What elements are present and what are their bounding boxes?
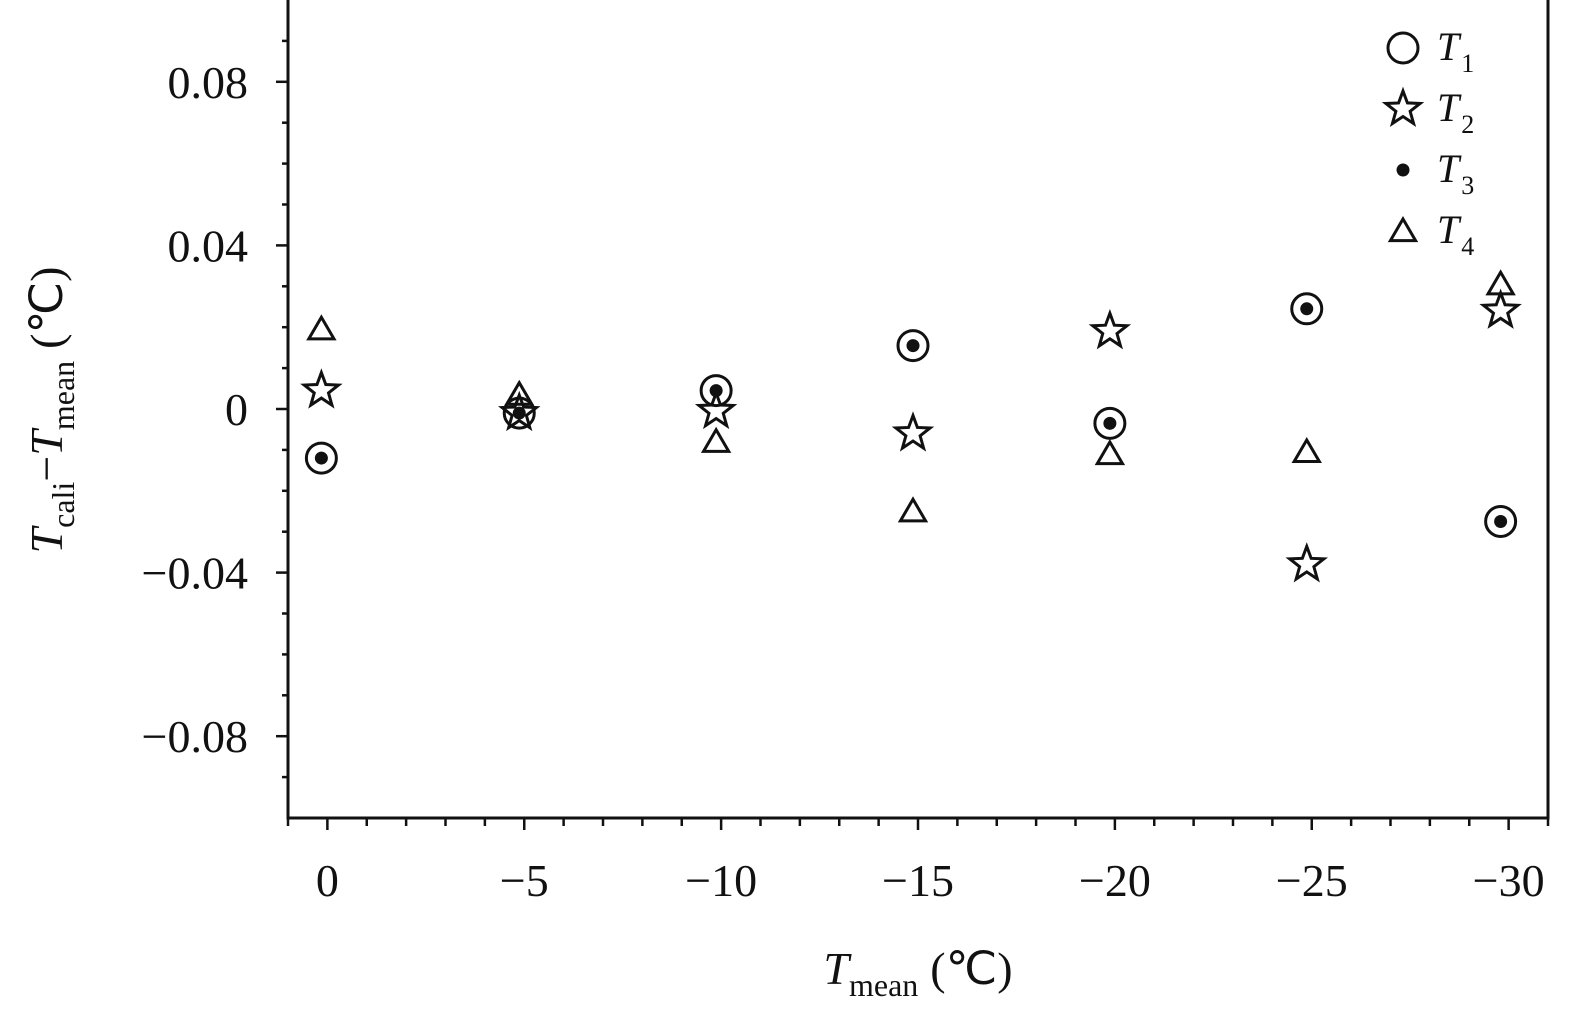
y-tick-label: 0 (225, 384, 248, 435)
x-tick-label: 0 (316, 855, 339, 906)
point-dot-series3 (314, 451, 328, 465)
point-triangle-series4 (1485, 269, 1516, 296)
legend-marker-dot (1396, 163, 1410, 177)
legend: T1 T2 T3 T4 (1381, 24, 1474, 261)
point-triangle-series4 (1094, 439, 1126, 466)
x-tick-label: −30 (1473, 855, 1545, 906)
point-triangle-series4 (700, 426, 732, 453)
plot-axes: 0.08 0.04 0 −0.04 −0.08 0 −5 −10 −15 −20 −25 −30 (142, 0, 1550, 906)
point-triangle-series4 (1291, 436, 1322, 464)
point-triangle-series4 (897, 496, 929, 523)
point-dot-series3 (1103, 416, 1117, 430)
point-dot-series3 (512, 406, 526, 420)
x-tick-label: −20 (1079, 855, 1151, 906)
legend-entry-label: T3 (1437, 146, 1474, 200)
point-dot-series3 (906, 339, 920, 353)
y-tick-label: −0.08 (142, 711, 248, 762)
plot-marks (300, 269, 1522, 583)
x-tick-label: −15 (882, 855, 954, 906)
point-dot-series3 (709, 384, 723, 398)
point-star-series2 (1285, 542, 1328, 583)
legend-marker-triangle (1387, 216, 1419, 243)
point-dot-series3 (1494, 514, 1508, 528)
x-axis-label: Tmean (℃) (823, 943, 1012, 1003)
point-star-series2 (891, 411, 935, 452)
legend-marker-circle (1386, 31, 1420, 65)
y-axis-label: Tcali−Tmean(℃) (21, 267, 81, 554)
y-tick-label: −0.04 (142, 548, 248, 599)
point-star-series2 (498, 390, 541, 432)
point-star-series2 (694, 388, 738, 430)
point-circle-series1 (699, 374, 733, 408)
point-star-series2 (1088, 308, 1132, 350)
x-tick-label: −5 (500, 855, 549, 906)
point-triangle-series4 (306, 314, 337, 341)
axis-labels: Tmean (℃) Tcali−Tmean(℃) (21, 267, 1013, 1003)
point-circle-series1 (1484, 504, 1518, 538)
x-tick-label: −10 (685, 855, 757, 906)
point-circle-series1 (1290, 292, 1324, 326)
point-triangle-series4 (504, 379, 535, 406)
point-star-series2 (1479, 288, 1522, 329)
y-tick-label: 0.08 (168, 57, 249, 108)
legend-marker-star (1381, 86, 1425, 128)
legend-entry-label: T1 (1437, 24, 1474, 78)
point-circle-series1 (1093, 406, 1127, 440)
x-tick-label: −25 (1276, 855, 1348, 906)
legend-entry-label: T2 (1437, 85, 1474, 139)
legend-entry-label: T4 (1437, 207, 1474, 261)
point-circle-series1 (896, 329, 930, 363)
point-star-series2 (300, 368, 343, 409)
point-dot-series3 (1300, 302, 1314, 316)
y-tick-label: 0.04 (168, 220, 249, 271)
point-circle-series1 (304, 441, 338, 475)
